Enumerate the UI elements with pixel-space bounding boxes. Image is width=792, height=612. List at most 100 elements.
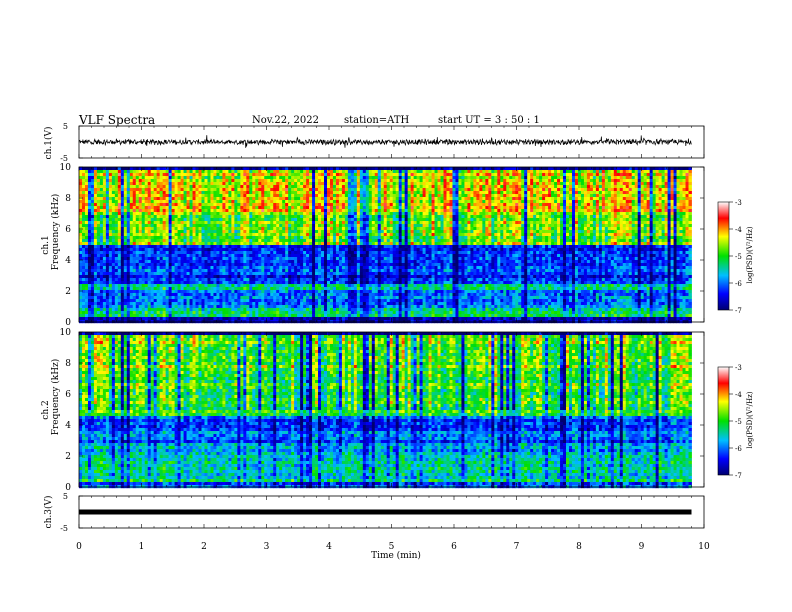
spec1-cell: [240, 221, 243, 224]
spec1-cell: [614, 185, 617, 188]
spec1-cell: [491, 224, 494, 227]
spec1-cell: [148, 188, 151, 191]
spec1-cell: [187, 227, 190, 230]
spec1-cell: [109, 179, 112, 182]
spec1-cell: [237, 173, 240, 176]
spec1-cell: [461, 227, 464, 230]
spec1-cell: [109, 230, 112, 233]
spec1-cell: [515, 218, 518, 221]
spec1-cell: [85, 170, 88, 173]
spec1-cell: [458, 188, 461, 191]
spec1-cell: [181, 209, 184, 212]
spec1-cell: [581, 167, 584, 170]
spec1-cell: [85, 200, 88, 203]
spec1-cell: [360, 179, 363, 182]
spec1-cell: [512, 218, 515, 221]
spec1-cell: [306, 227, 309, 230]
spec1-cell: [264, 224, 267, 227]
spec1-cell: [473, 206, 476, 209]
spec1-cell: [187, 170, 190, 173]
spec1-cell: [539, 176, 542, 179]
spec1-cell: [444, 191, 447, 194]
spec1-cell: [124, 179, 127, 182]
spec1-cell: [297, 209, 300, 212]
spec1-cell: [82, 206, 85, 209]
spec1-cell: [596, 188, 599, 191]
spec1-cell: [605, 233, 608, 236]
spec1-cell: [378, 224, 381, 227]
spec1-cell: [136, 182, 139, 185]
spec1-cell: [249, 170, 252, 173]
spec1-cell: [399, 197, 402, 200]
spec1-cell: [210, 185, 213, 188]
spec1-cell: [665, 179, 668, 182]
spec1-cell: [614, 215, 617, 218]
spec1-cell: [351, 236, 354, 239]
spec1-cell: [264, 212, 267, 215]
spec1-cell: [306, 173, 309, 176]
spec1-cell: [414, 197, 417, 200]
spec1-cell: [130, 236, 133, 239]
spec1-cell: [491, 197, 494, 200]
spec1-cell: [641, 191, 644, 194]
spec1-cell: [509, 209, 512, 212]
spec1-cell: [228, 176, 231, 179]
spec1-cell: [384, 173, 387, 176]
spec1-cell: [620, 200, 623, 203]
spec1-cell: [444, 200, 447, 203]
spec1-cell: [294, 227, 297, 230]
spec1-cell: [449, 194, 452, 197]
spec1-cell: [324, 224, 327, 227]
spec1-cell: [677, 173, 680, 176]
spec1-cell: [399, 230, 402, 233]
spec1-cell: [452, 230, 455, 233]
spec1-cell: [297, 191, 300, 194]
spec1-cell: [599, 200, 602, 203]
spec1-cell: [590, 224, 593, 227]
spec1-cell: [315, 200, 318, 203]
spec1-cell: [503, 230, 506, 233]
spec1-cell: [363, 197, 366, 200]
spec1-cell: [590, 227, 593, 230]
spec1-cell: [100, 218, 103, 221]
spec1-cell: [647, 170, 650, 173]
spec1-cell: [539, 182, 542, 185]
spec1-cell: [255, 218, 258, 221]
spec1-cell: [333, 230, 336, 233]
spec1-cell: [638, 233, 641, 236]
spec1-cell: [458, 209, 461, 212]
spec1-cell: [405, 200, 408, 203]
spec1-cell: [497, 167, 500, 170]
spec1-cell: [515, 209, 518, 212]
spec1-cell: [515, 188, 518, 191]
spec1-cell: [243, 170, 246, 173]
spec1-cell: [464, 197, 467, 200]
spec1-cell: [255, 176, 258, 179]
spec1-cell: [222, 179, 225, 182]
spec1-cell: [500, 191, 503, 194]
spec1-cell: [285, 221, 288, 224]
spec1-cell: [273, 227, 276, 230]
spec1-cell: [671, 209, 674, 212]
spec1-cell: [432, 176, 435, 179]
spec1-cell: [187, 221, 190, 224]
spec1-cell: [491, 173, 494, 176]
spec1-cell: [345, 188, 348, 191]
spec1-cell: [551, 173, 554, 176]
spec1-cell: [121, 194, 124, 197]
spec1-cell: [518, 176, 521, 179]
spec1-cell: [599, 230, 602, 233]
spec1-cell: [608, 221, 611, 224]
spec1-cell: [563, 218, 566, 221]
spec1-cell: [653, 191, 656, 194]
spec1-cell: [94, 209, 97, 212]
spec1-cell: [479, 182, 482, 185]
spec1-cell: [515, 224, 518, 227]
spec1-cell: [139, 203, 142, 206]
spec1-cell: [641, 200, 644, 203]
spec1-cell: [163, 176, 166, 179]
spec1-cell: [375, 194, 378, 197]
spec1-cell: [411, 221, 414, 224]
spec1-cell: [686, 194, 689, 197]
spec1-cell: [569, 203, 572, 206]
